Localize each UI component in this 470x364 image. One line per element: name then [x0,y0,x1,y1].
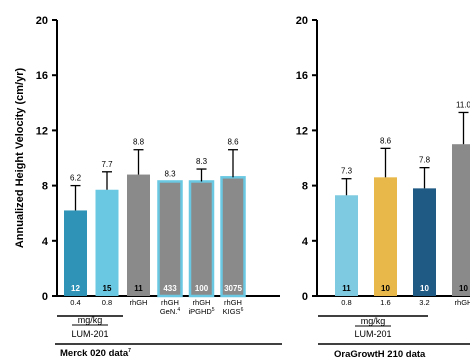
group-unit-label: mg/kg [78,315,103,325]
y-tick-label: 0 [302,291,308,303]
bar [374,177,397,296]
bar [452,144,470,296]
group-unit-label: mg/kg [361,316,386,326]
y-tick-label: 4 [302,236,309,248]
x-tick-label: rhGH [161,298,179,307]
data-label: 8.3 [196,157,208,166]
x-tick-sublabel: GeN.4 [160,307,181,316]
y-tick-label: 12 [36,125,48,137]
x-tick-label: 0.8 [102,298,112,307]
bar [127,174,150,296]
n-count-label: 15 [103,284,112,293]
n-count-label: 10 [420,284,429,293]
group-name-label: LUM-201 [71,329,108,339]
x-tick-sublabel: KIGS6 [223,307,244,316]
n-count-label: 100 [195,284,209,293]
x-tick-label: 1.6 [380,298,390,307]
data-label: 7.8 [419,156,431,165]
data-label: 8.8 [133,138,145,147]
data-label: 7.3 [341,167,353,176]
data-label: 8.6 [380,136,392,145]
data-label: 8.3 [164,169,176,178]
data-label: 8.6 [227,138,239,147]
bar [220,176,246,298]
y-tick-label: 12 [296,125,308,137]
x-tick-label: 3.2 [419,298,429,307]
bar [64,210,87,296]
x-tick-label: rhGH [193,298,211,307]
bar [157,180,183,298]
source-label: Merck 020 data7 [60,348,131,359]
y-tick-label: 20 [36,15,48,27]
bar [188,180,215,298]
n-count-label: 10 [381,284,390,293]
y-tick-label: 16 [296,70,308,82]
data-label: 7.7 [101,160,113,169]
n-count-label: 11 [342,284,351,293]
y-tick-label: 0 [42,291,48,303]
data-label: 6.2 [70,174,82,183]
y-tick-label: 16 [36,70,48,82]
x-tick-label: 0.8 [341,298,351,307]
x-tick-label: rhGH [455,298,470,307]
y-tick-label: 4 [42,236,49,248]
n-count-label: 12 [71,284,80,293]
n-count-label: 433 [163,284,177,293]
source-label: OraGrowtH 210 data [334,349,426,360]
y-tick-label: 8 [302,181,308,193]
n-count-label: 10 [459,284,468,293]
bar [413,188,436,296]
y-tick-label: 8 [42,181,48,193]
data-label: 11.0 [456,100,470,109]
bar [335,195,358,296]
x-tick-sublabel: iPGHD5 [188,307,214,316]
n-count-label: 11 [134,284,143,293]
bar [95,189,119,296]
n-count-label: 3075 [224,284,242,293]
x-tick-label: 0.4 [70,298,80,307]
y-axis-label: Annualized Height Velocity (cm/yr) [14,68,26,249]
x-tick-label: rhGH [130,298,148,307]
y-tick-label: 20 [296,15,308,27]
x-tick-label: rhGH [224,298,242,307]
group-name-label: LUM-201 [354,329,391,339]
